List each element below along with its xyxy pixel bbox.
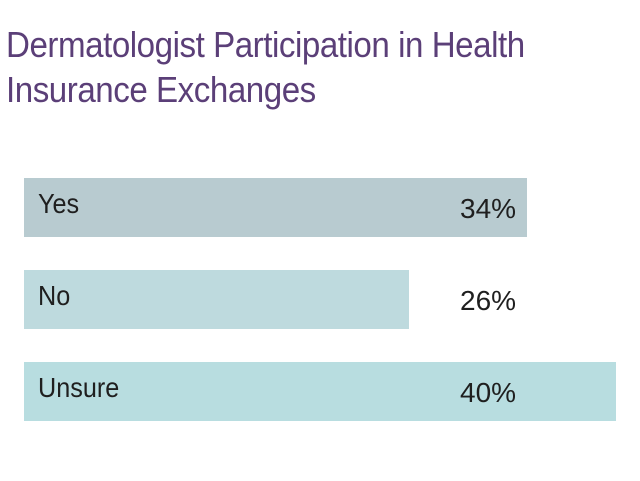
- bar-unsure: [24, 362, 616, 421]
- category-label-yes: Yes: [38, 188, 80, 219]
- bar-yes: [24, 178, 527, 237]
- category-label-unsure: Unsure: [38, 372, 120, 403]
- chart-title: Dermatologist Participation in Health In…: [6, 24, 525, 110]
- value-label-no: 26%: [460, 285, 517, 316]
- category-label-no: No: [38, 280, 71, 311]
- value-label-yes: 34%: [460, 193, 517, 224]
- bar-no: [24, 270, 409, 329]
- value-label-unsure: 40%: [460, 377, 517, 408]
